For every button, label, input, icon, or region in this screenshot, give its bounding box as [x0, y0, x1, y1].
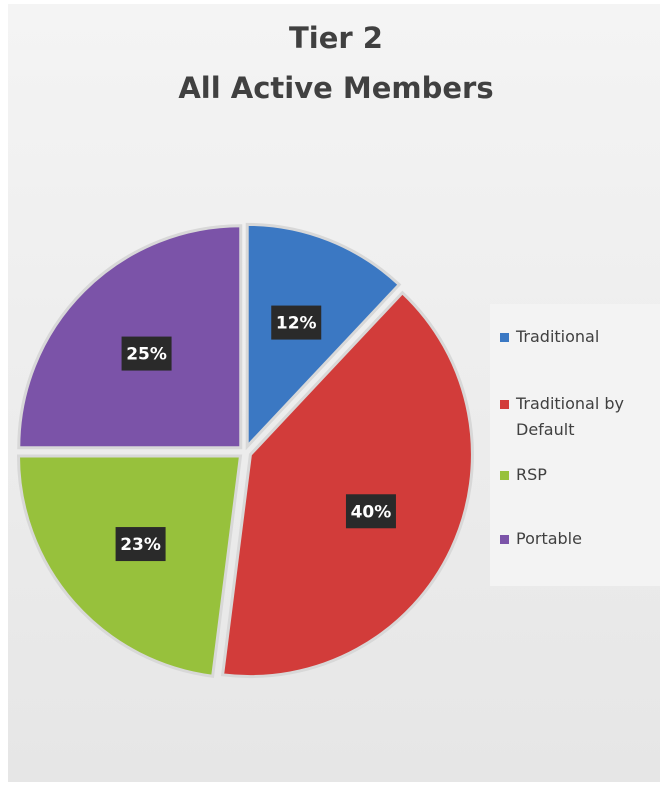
legend-item: Traditional by Default [500, 391, 650, 443]
value-label-box [115, 527, 166, 562]
legend: Traditional Traditional by Default RSP Port… [490, 304, 660, 586]
value-label: 23% [120, 535, 161, 555]
pie-slice [16, 454, 243, 678]
legend-label: Traditional [516, 327, 600, 346]
chart-title: All Active Members [178, 71, 493, 105]
chart-area: Tier 2 All Active Members 12% 40% 23% 25% T… [8, 4, 660, 782]
value-label: 40% [351, 502, 392, 522]
legend-label: RSP [516, 465, 547, 484]
value-label-box [271, 305, 322, 340]
legend-item: RSP [500, 462, 650, 488]
legend-label: Traditional by Default [516, 394, 625, 439]
pie-slice [245, 222, 402, 451]
value-label-box [345, 494, 396, 529]
legend-swatch [500, 400, 509, 409]
value-label-box [121, 336, 172, 371]
value-label: 12% [276, 314, 317, 334]
legend-label: Portable [516, 529, 582, 548]
legend-item: Traditional [500, 324, 650, 350]
chart-title: Tier 2 [289, 21, 383, 55]
legend-swatch [500, 333, 509, 342]
chart: Tier 2 All Active Members 12% 40% 23% 25% [16, 21, 494, 679]
legend-swatch [500, 535, 509, 544]
pie-slice [220, 290, 474, 679]
value-label: 25% [126, 345, 167, 365]
legend-swatch [500, 471, 509, 480]
legend-item: Portable [500, 526, 650, 552]
